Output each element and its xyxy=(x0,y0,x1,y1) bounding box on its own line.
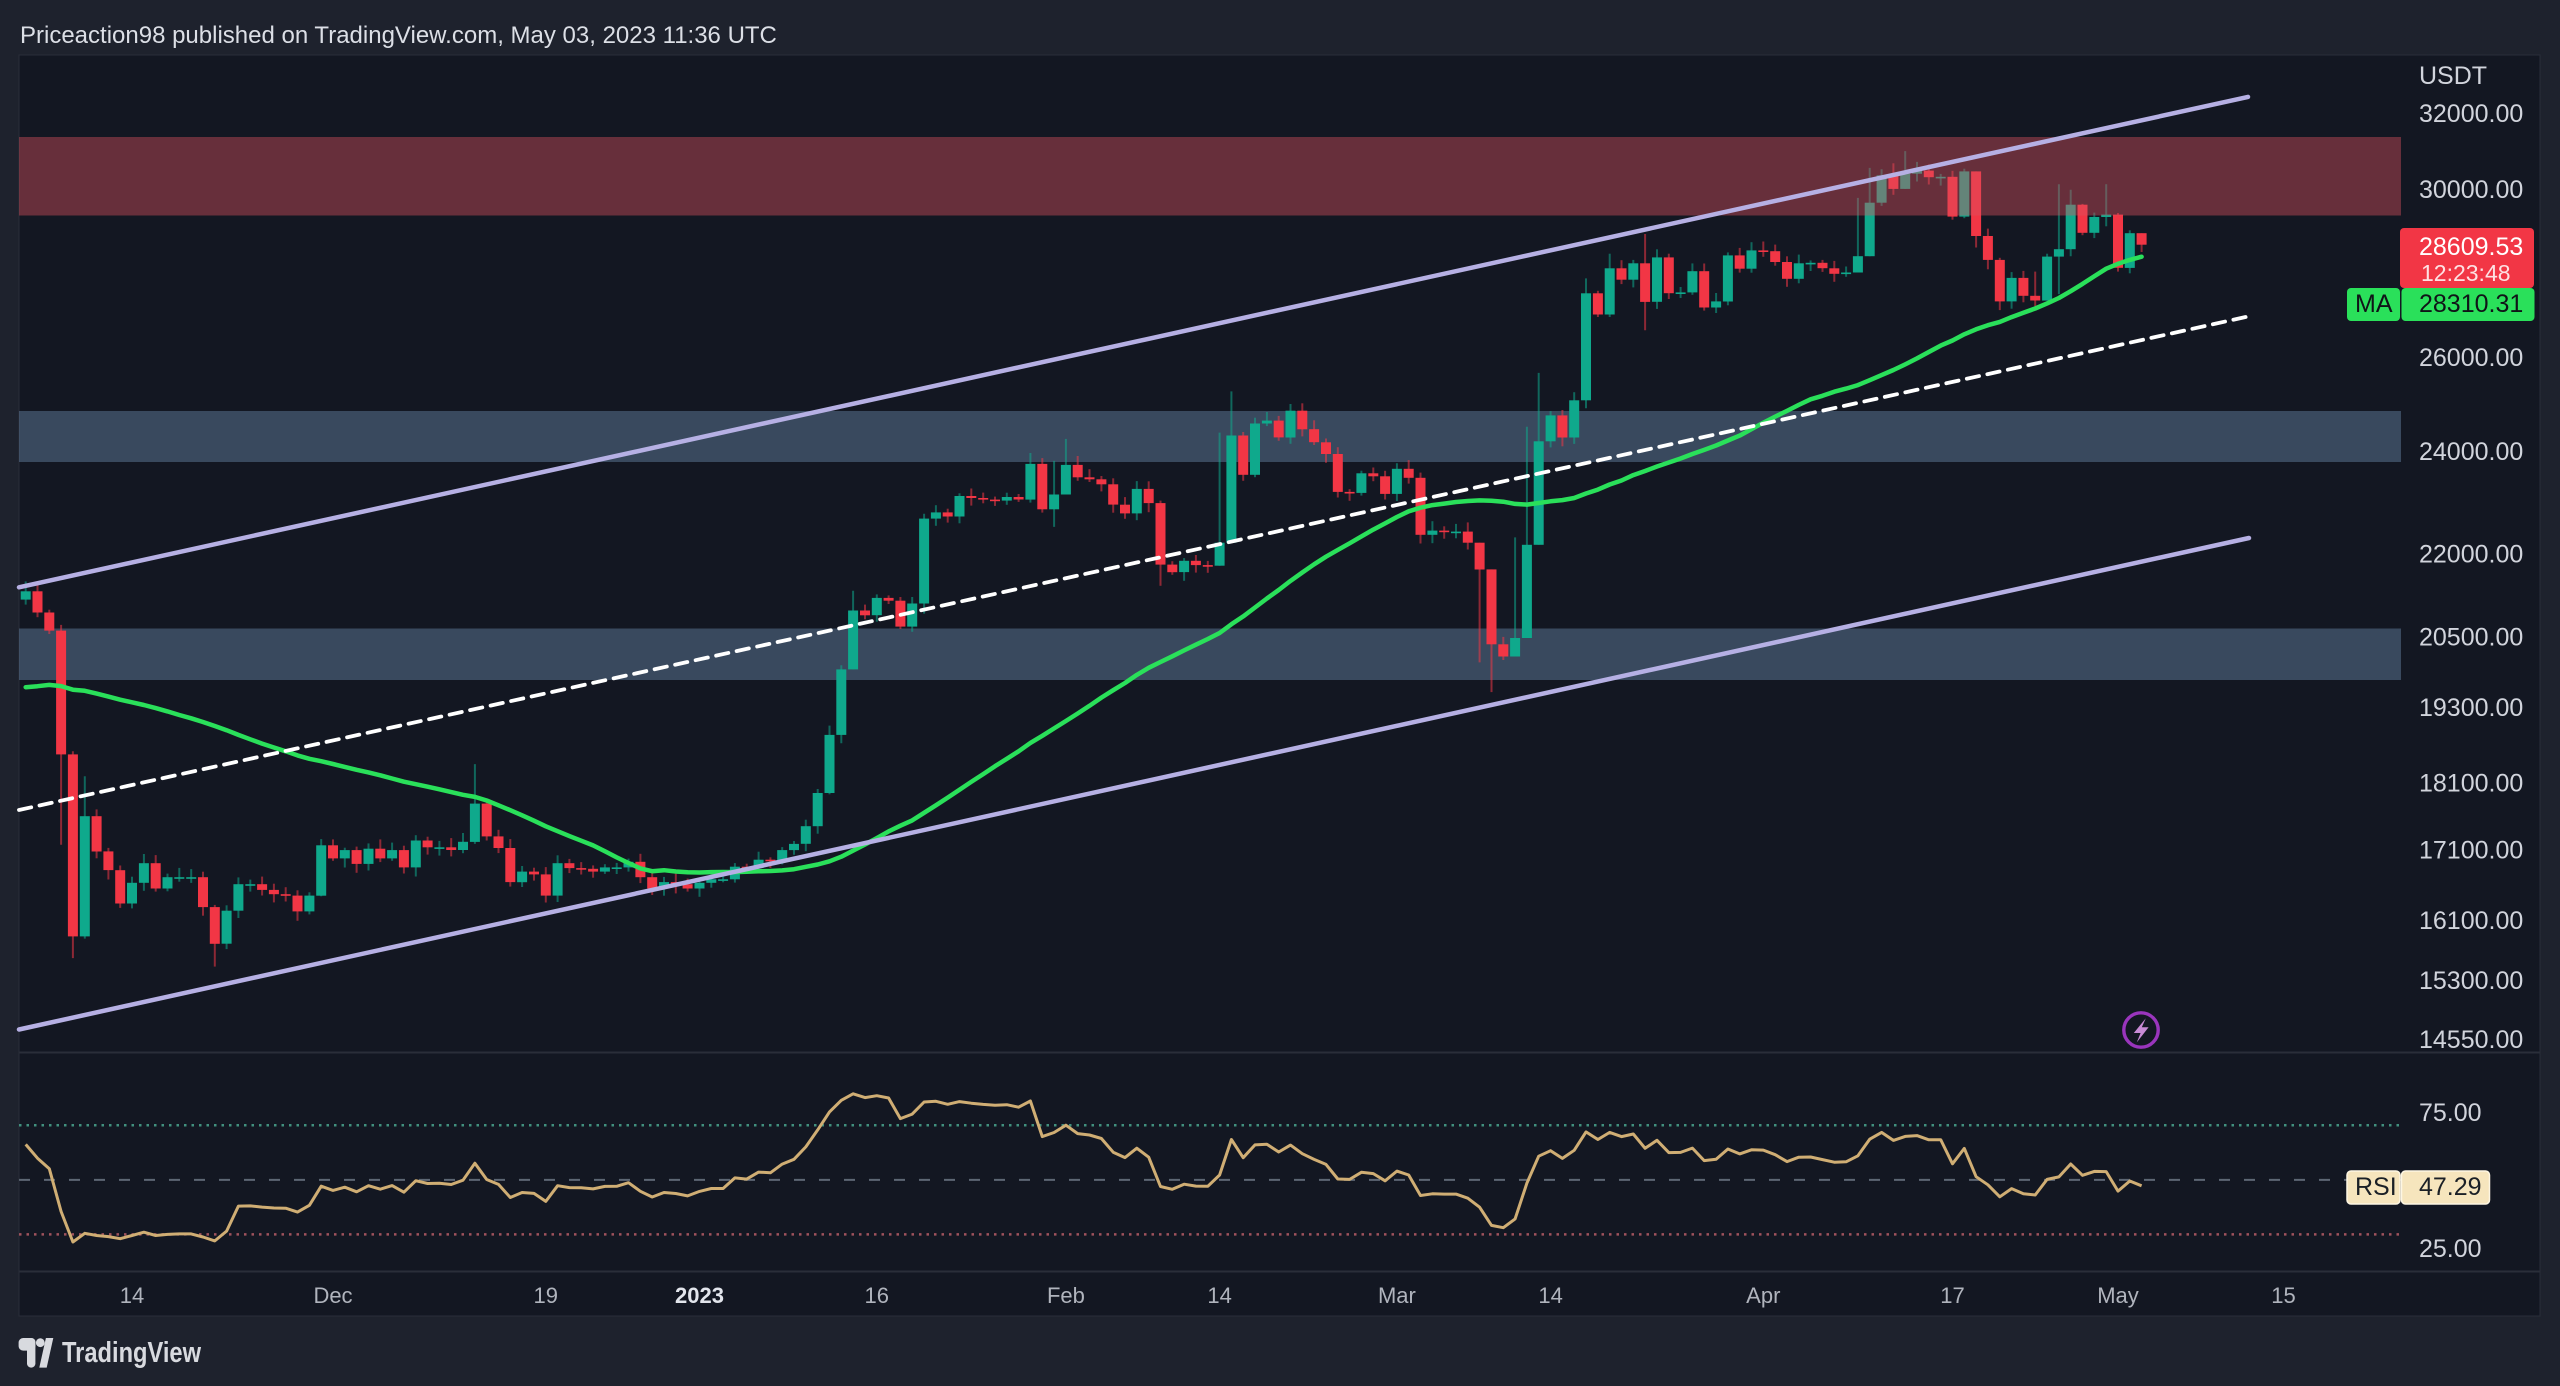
svg-text:28609.53: 28609.53 xyxy=(2419,233,2523,261)
svg-text:30000.00: 30000.00 xyxy=(2419,176,2523,204)
svg-text:18100.00: 18100.00 xyxy=(2419,770,2523,798)
svg-text:Apr: Apr xyxy=(1746,1283,1780,1308)
svg-text:May: May xyxy=(2097,1283,2139,1308)
svg-text:TradingView: TradingView xyxy=(62,1337,201,1369)
svg-text:Dec: Dec xyxy=(313,1283,352,1308)
svg-text:MA: MA xyxy=(2355,290,2393,318)
svg-text:47.29: 47.29 xyxy=(2419,1173,2482,1201)
svg-text:RSI: RSI xyxy=(2355,1173,2397,1201)
svg-text:20500.00: 20500.00 xyxy=(2419,623,2523,651)
svg-text:19300.00: 19300.00 xyxy=(2419,694,2523,722)
svg-text:28310.31: 28310.31 xyxy=(2419,290,2523,318)
svg-text:75.00: 75.00 xyxy=(2419,1099,2482,1127)
svg-text:USDT: USDT xyxy=(2419,62,2487,90)
svg-text:2023: 2023 xyxy=(675,1283,724,1308)
svg-text:19: 19 xyxy=(534,1283,558,1308)
svg-text:25.00: 25.00 xyxy=(2419,1235,2482,1263)
svg-text:16100.00: 16100.00 xyxy=(2419,907,2523,935)
svg-text:Feb: Feb xyxy=(1047,1283,1085,1308)
svg-text:14550.00: 14550.00 xyxy=(2419,1026,2523,1054)
svg-text:17: 17 xyxy=(1940,1283,1964,1308)
svg-text:15300.00: 15300.00 xyxy=(2419,967,2523,995)
svg-text:26000.00: 26000.00 xyxy=(2419,344,2523,372)
svg-text:12:23:48: 12:23:48 xyxy=(2421,260,2511,286)
svg-text:14: 14 xyxy=(120,1283,144,1308)
svg-text:16: 16 xyxy=(865,1283,889,1308)
svg-text:Priceaction98 published on Tra: Priceaction98 published on TradingView.c… xyxy=(20,22,777,49)
svg-text:32000.00: 32000.00 xyxy=(2419,100,2523,128)
svg-text:14: 14 xyxy=(1207,1283,1231,1308)
svg-text:17100.00: 17100.00 xyxy=(2419,836,2523,864)
svg-text:22000.00: 22000.00 xyxy=(2419,540,2523,568)
svg-text:Mar: Mar xyxy=(1378,1283,1416,1308)
svg-text:15: 15 xyxy=(2271,1283,2295,1308)
svg-text:24000.00: 24000.00 xyxy=(2419,438,2523,466)
svg-text:14: 14 xyxy=(1538,1283,1562,1308)
